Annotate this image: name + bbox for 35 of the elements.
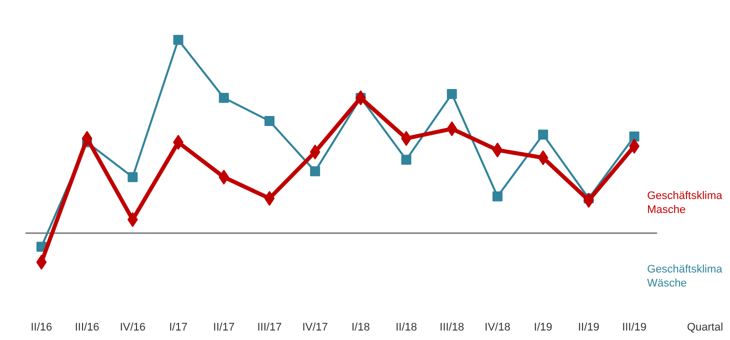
text: Geschäftsklima Masche: [647, 190, 724, 216]
point: [36, 254, 47, 270]
point: [538, 130, 548, 140]
point: [82, 130, 92, 146]
x-tick-label: I/18: [352, 322, 370, 334]
point: [492, 191, 502, 202]
text: Geschäftsklima Wäsche: [647, 264, 724, 290]
point: [173, 34, 184, 45]
x-tick-label: III/18: [440, 322, 464, 334]
point: [310, 144, 320, 160]
x-tick-label: II/17: [213, 322, 235, 334]
x-tick-label: IV/17: [302, 322, 328, 334]
x-tick-label: II/18: [396, 322, 417, 334]
x-tick-label: II/16: [30, 322, 52, 334]
x-tick-label: III/16: [74, 322, 100, 334]
x-tick-label: IV/18: [484, 322, 510, 334]
point: [310, 166, 320, 176]
x-tick-label: III/17: [257, 322, 282, 334]
point: [538, 150, 548, 166]
point: [128, 172, 138, 182]
x-tick-label: II/19: [578, 322, 600, 334]
point: [264, 190, 275, 206]
point: [629, 132, 640, 142]
point: [264, 116, 274, 126]
point: [492, 142, 503, 158]
point: [401, 154, 412, 165]
x-tick-label: I/17: [169, 322, 188, 334]
x-tick-label: I/19: [534, 322, 552, 334]
x-tick-label: III/19: [622, 322, 647, 334]
point: [446, 121, 458, 136]
point: [218, 170, 230, 185]
point: [446, 88, 457, 99]
x-tick-label: IV/16: [120, 322, 146, 334]
x-axis-title: Quartal: [686, 322, 724, 334]
point: [218, 92, 229, 103]
